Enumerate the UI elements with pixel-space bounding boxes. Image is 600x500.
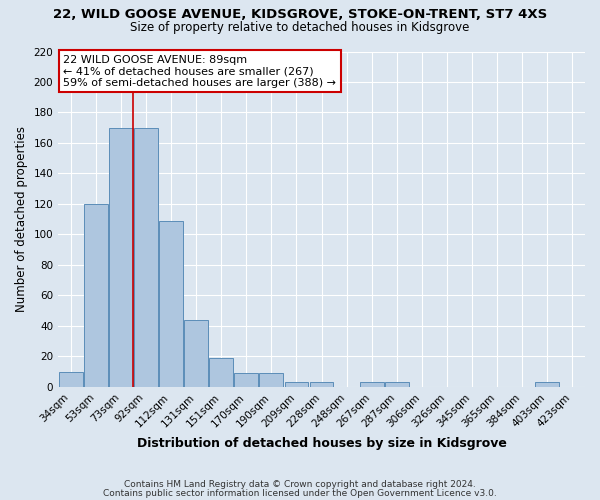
X-axis label: Distribution of detached houses by size in Kidsgrove: Distribution of detached houses by size … xyxy=(137,437,506,450)
Bar xyxy=(235,373,258,387)
Bar xyxy=(535,382,559,387)
Y-axis label: Number of detached properties: Number of detached properties xyxy=(15,126,28,312)
Bar xyxy=(385,382,409,387)
Bar xyxy=(59,372,83,387)
Bar xyxy=(184,320,208,387)
Bar xyxy=(310,382,334,387)
Bar xyxy=(84,204,108,387)
Bar xyxy=(284,382,308,387)
Bar xyxy=(259,373,283,387)
Bar xyxy=(209,358,233,387)
Text: 22, WILD GOOSE AVENUE, KIDSGROVE, STOKE-ON-TRENT, ST7 4XS: 22, WILD GOOSE AVENUE, KIDSGROVE, STOKE-… xyxy=(53,8,547,20)
Text: 22 WILD GOOSE AVENUE: 89sqm
← 41% of detached houses are smaller (267)
59% of se: 22 WILD GOOSE AVENUE: 89sqm ← 41% of det… xyxy=(64,55,337,88)
Bar xyxy=(134,128,158,387)
Text: Contains public sector information licensed under the Open Government Licence v3: Contains public sector information licen… xyxy=(103,488,497,498)
Bar xyxy=(159,220,183,387)
Text: Size of property relative to detached houses in Kidsgrove: Size of property relative to detached ho… xyxy=(130,21,470,34)
Bar xyxy=(109,128,133,387)
Bar xyxy=(360,382,383,387)
Text: Contains HM Land Registry data © Crown copyright and database right 2024.: Contains HM Land Registry data © Crown c… xyxy=(124,480,476,489)
